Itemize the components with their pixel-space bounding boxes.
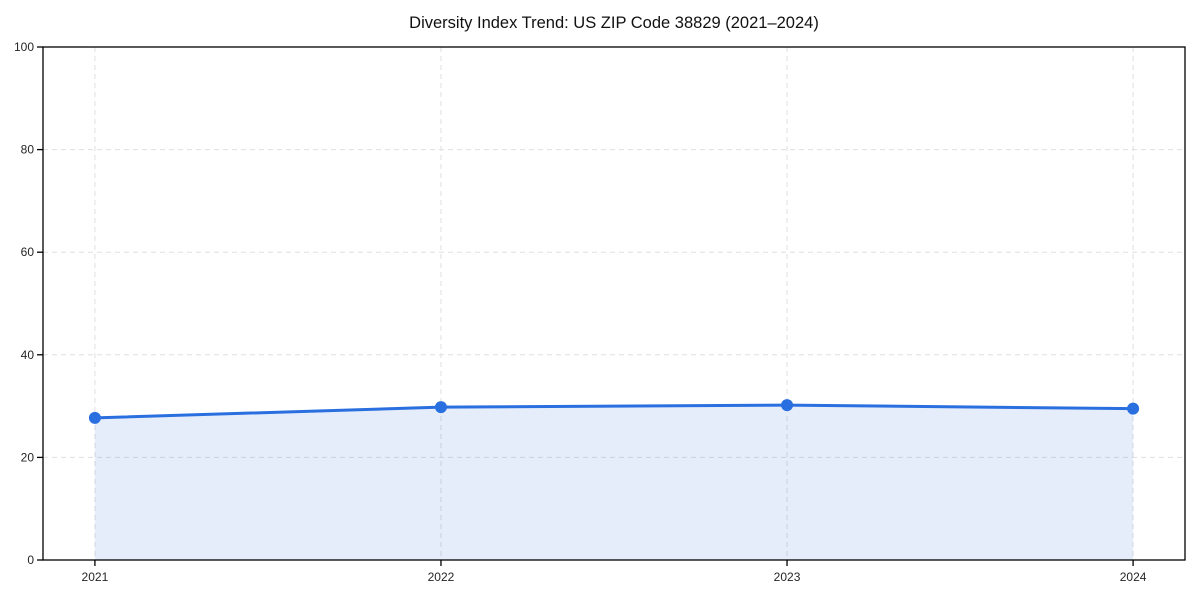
y-tick-label: 100 [14,40,34,54]
data-point [1127,402,1140,415]
y-tick-label: 60 [21,245,35,259]
x-tick-label: 2024 [1120,570,1147,584]
data-point [781,399,794,412]
x-tick-label: 2021 [82,570,109,584]
chart-title: Diversity Index Trend: US ZIP Code 38829… [409,14,819,32]
plot-border [42,46,1186,561]
x-tick-label: 2023 [774,570,801,584]
y-tick-label: 80 [21,143,35,157]
data-point [434,401,447,414]
plot-area: 0 20 40 60 80 100 2021 2022 2023 2024 [14,40,1186,584]
y-tick-label: 0 [27,553,34,567]
trend-line [93,403,1135,420]
y-tick-label: 40 [21,348,35,362]
data-point [88,411,101,424]
y-tick-label: 20 [21,450,35,464]
x-tick-label: 2022 [428,570,455,584]
area-fill [94,405,1134,560]
